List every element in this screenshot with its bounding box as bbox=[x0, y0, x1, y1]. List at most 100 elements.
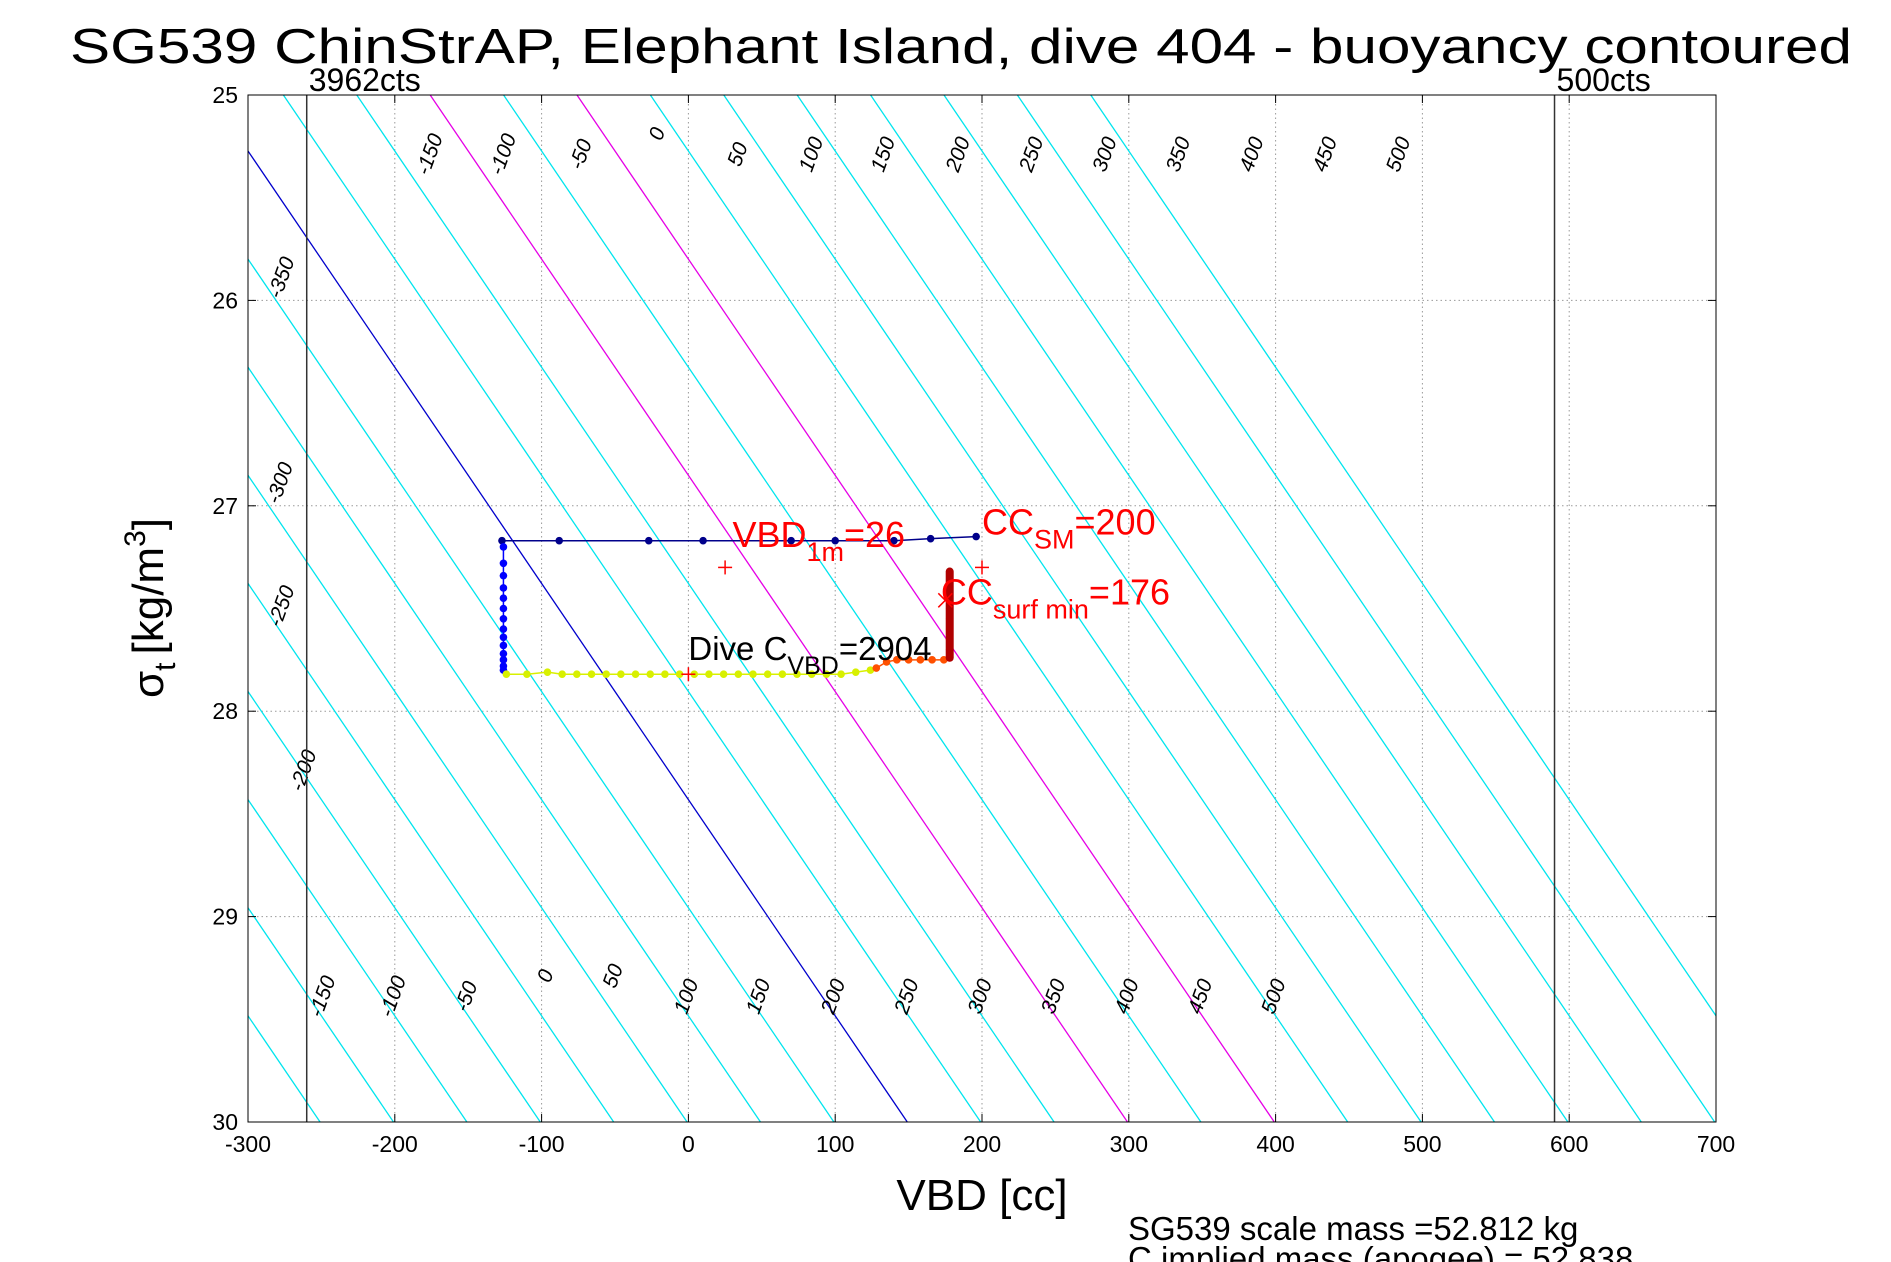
x-tick-label: -300 bbox=[225, 1131, 271, 1157]
annotation-value: =2904 bbox=[839, 630, 932, 667]
data-point bbox=[498, 536, 506, 545]
data-point bbox=[893, 656, 901, 664]
data-point bbox=[602, 670, 610, 679]
marker-stroke bbox=[937, 592, 953, 608]
data-point bbox=[890, 536, 898, 545]
data-point bbox=[778, 670, 787, 679]
vbd-limit-lines: 3962cts 500cts bbox=[305, 62, 1651, 1122]
data-point bbox=[499, 633, 508, 642]
contour-line bbox=[248, 474, 688, 1122]
contour-line bbox=[356, 95, 1055, 1122]
annotation-sub: VBD bbox=[787, 652, 838, 680]
data-point bbox=[502, 670, 511, 679]
data-point bbox=[749, 670, 757, 679]
data-point bbox=[523, 670, 531, 679]
data-point bbox=[573, 670, 581, 679]
y-tick-label: 27 bbox=[212, 493, 238, 519]
data-point bbox=[904, 656, 913, 664]
marker-plus bbox=[718, 560, 733, 575]
data-point bbox=[928, 656, 936, 664]
y-axis-label-sigma: σ bbox=[124, 671, 173, 698]
annotation: CCSM=200 bbox=[982, 502, 1156, 555]
contour-line bbox=[248, 906, 395, 1122]
contour-line bbox=[1090, 95, 1716, 1017]
annotation-value: =176 bbox=[1089, 571, 1170, 612]
data-point bbox=[499, 559, 508, 568]
annotation-main: CC bbox=[982, 502, 1034, 543]
contour-line bbox=[248, 366, 762, 1122]
contour-line bbox=[248, 690, 541, 1122]
annotation-sub: surf min bbox=[993, 594, 1089, 624]
data-point bbox=[675, 670, 684, 679]
data-point bbox=[822, 670, 831, 679]
data-point bbox=[617, 670, 625, 679]
data-point bbox=[705, 670, 713, 679]
limit-line-label: 500cts bbox=[1557, 62, 1651, 98]
marker-cross bbox=[937, 592, 953, 608]
y-axis-label-unit: [kg/m bbox=[124, 547, 173, 655]
y-tick-label: 26 bbox=[212, 287, 238, 313]
x-tick-label: 600 bbox=[1550, 1131, 1588, 1157]
data-point bbox=[916, 656, 925, 664]
data-point bbox=[555, 536, 564, 545]
data-point bbox=[866, 666, 875, 674]
x-tick-label: 500 bbox=[1403, 1131, 1441, 1157]
y-tick-label: 30 bbox=[212, 1109, 238, 1135]
contour-line bbox=[649, 95, 1349, 1122]
annotation-sub: 1m bbox=[806, 537, 844, 567]
data-point bbox=[543, 668, 552, 676]
y-tick-label: 29 bbox=[212, 904, 238, 930]
annotation-main: CC bbox=[941, 571, 993, 612]
annotation: CCsurf min=176 bbox=[941, 571, 1170, 624]
grid bbox=[248, 95, 1716, 1122]
y-axis-label-sub: t bbox=[149, 662, 182, 671]
contour-line bbox=[503, 95, 1202, 1122]
data-point bbox=[499, 604, 508, 613]
x-tick-label: -200 bbox=[372, 1131, 418, 1157]
annotation: Dive CVBD=2904 bbox=[688, 630, 931, 680]
marker-plus bbox=[975, 560, 989, 575]
data-point bbox=[499, 543, 508, 551]
x-tick-label: 400 bbox=[1256, 1131, 1294, 1157]
y-axis-label: σt [kg/m3] bbox=[119, 518, 182, 698]
data-point bbox=[499, 641, 508, 650]
data-point bbox=[763, 670, 772, 679]
x-tick-label: 300 bbox=[1110, 1131, 1148, 1157]
data-point bbox=[587, 670, 596, 679]
data-point bbox=[837, 670, 845, 679]
annotation-value: =200 bbox=[1075, 502, 1156, 543]
contour-line bbox=[248, 149, 908, 1122]
contour-line bbox=[248, 582, 615, 1122]
data-point bbox=[499, 594, 508, 603]
data-point bbox=[499, 614, 508, 623]
marker-plus bbox=[681, 667, 696, 682]
footer-line-1: SG539 scale mass =52.812 kg bbox=[1128, 1210, 1578, 1247]
y-axis-label-sup: 3 bbox=[119, 530, 152, 547]
data-point bbox=[719, 670, 728, 679]
data-point bbox=[646, 670, 655, 679]
y-tick-label: 28 bbox=[212, 698, 238, 724]
data-point bbox=[807, 670, 816, 679]
x-tick-label: 200 bbox=[963, 1131, 1001, 1157]
data-point bbox=[793, 670, 801, 679]
annotation: VBD1m=26 bbox=[732, 514, 905, 567]
chart-title: SG539 ChinStrAP, Elephant Island, dive 4… bbox=[70, 20, 1852, 74]
footer-line-2: C implied mass (apogee) = 52.838 bbox=[1128, 1240, 1633, 1262]
data-point bbox=[734, 670, 743, 679]
contour-line bbox=[870, 95, 1569, 1122]
x-axis-label: VBD [cc] bbox=[896, 1171, 1067, 1220]
data-point bbox=[787, 536, 795, 545]
data-point bbox=[499, 571, 508, 580]
data-point bbox=[926, 534, 935, 543]
data-point bbox=[499, 649, 508, 658]
x-tick-label: 100 bbox=[816, 1131, 854, 1157]
data-point bbox=[972, 532, 980, 541]
contour-line bbox=[723, 95, 1422, 1122]
annotation-sub: SM bbox=[1034, 525, 1075, 555]
data-point bbox=[558, 670, 566, 679]
contour-line bbox=[282, 95, 982, 1122]
axis-ticks: -300 -200 -100 0 100 200 300 400 500 600 700 25 26 27… bbox=[212, 82, 1735, 1157]
